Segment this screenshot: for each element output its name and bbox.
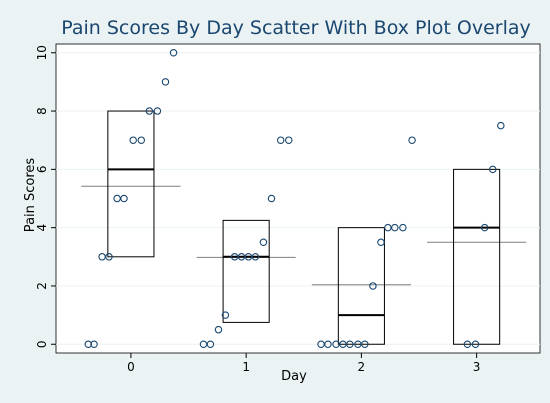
scatter-point — [285, 136, 293, 144]
y-tick-label: 2 — [35, 282, 49, 290]
y-axis-label: Pain Scores — [23, 158, 38, 233]
x-tick-label: 2 — [358, 360, 366, 374]
box-iqr — [107, 110, 155, 258]
scatter-point — [90, 340, 98, 349]
scatter-point — [463, 340, 472, 349]
x-axis-label: Day — [281, 369, 307, 384]
scatter-point — [497, 121, 505, 130]
scatter-point — [480, 223, 489, 232]
plot-area — [55, 43, 541, 354]
scatter-point — [137, 136, 146, 144]
scatter-point — [489, 165, 497, 174]
scatter-point — [161, 78, 170, 86]
scatter-point — [153, 107, 162, 115]
scatter-point — [145, 107, 154, 115]
y-tick-label: 0 — [35, 340, 49, 348]
scatter-point — [399, 223, 407, 232]
scatter-point — [221, 311, 230, 319]
scatter-point — [251, 253, 260, 261]
scatter-point — [206, 340, 215, 349]
scatter-point — [471, 340, 480, 349]
scatter-point — [408, 136, 416, 144]
axes: 0 2 4 6 8 10 0 1 2 3 — [35, 45, 480, 374]
scatter-point — [377, 238, 385, 246]
box-plots — [81, 110, 527, 345]
scatter-point — [324, 340, 332, 349]
scatter-point — [84, 340, 93, 349]
scatter-point — [214, 325, 223, 334]
box-iqr — [222, 219, 270, 323]
scatter-point — [169, 48, 178, 57]
scatter-point — [259, 238, 268, 246]
scatter-point — [391, 223, 399, 232]
scatter-point — [120, 194, 128, 203]
scatter-point — [346, 340, 354, 349]
scatter-points — [84, 48, 505, 349]
scatter-point — [276, 136, 285, 144]
scatter-point — [369, 282, 377, 290]
y-tick-label: 8 — [35, 107, 49, 115]
x-tick-label: 3 — [473, 360, 481, 374]
scatter-point — [361, 340, 369, 349]
y-tick-label: 6 — [35, 166, 49, 174]
scatter-point — [267, 194, 276, 203]
y-tick-label: 10 — [35, 45, 49, 60]
box-iqr — [453, 168, 501, 345]
scatter-point — [129, 136, 137, 144]
x-tick-label: 1 — [242, 360, 250, 374]
scatter-point — [105, 253, 113, 261]
chart-title: Pain Scores By Day Scatter With Box Plot… — [61, 17, 530, 39]
y-tick-label: 4 — [35, 224, 49, 232]
x-tick-label: 0 — [127, 360, 135, 374]
